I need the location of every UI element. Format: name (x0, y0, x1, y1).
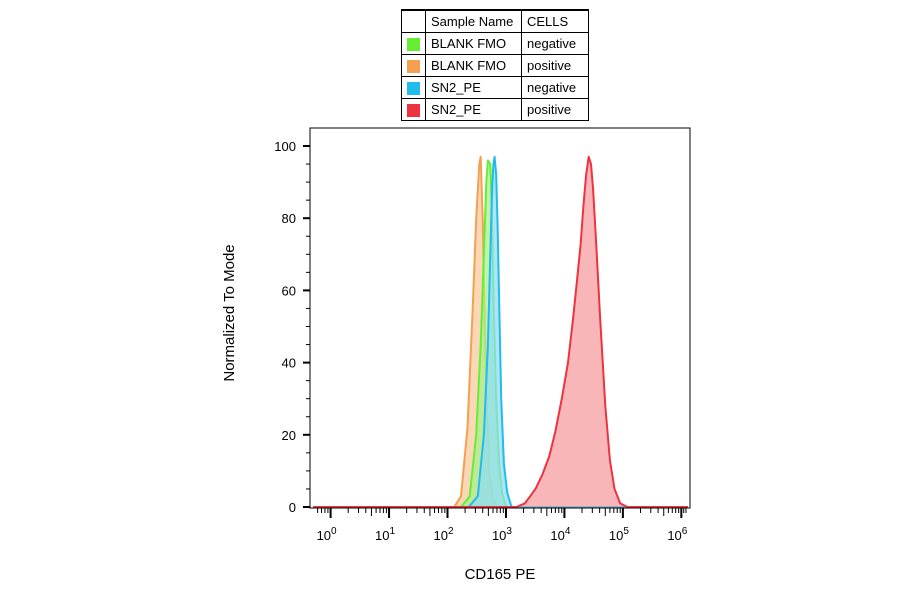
axis-layer: 0 20 40 60 80 100 100 101 102 103 104 105 106 (274, 139, 687, 543)
series-layer (313, 155, 688, 508)
legend-swatch (407, 38, 420, 52)
legend-row: BLANK FMO positive (401, 54, 589, 77)
legend-row: SN2_PE positive (401, 98, 589, 121)
y-tick-label: 100 (274, 139, 296, 154)
legend-swatch (407, 60, 420, 74)
x-tick-label: 106 (667, 526, 687, 543)
x-tick-label: 105 (609, 526, 629, 543)
y-tick-label: 20 (282, 428, 296, 443)
legend-swatch (407, 82, 420, 96)
legend-header-row: Sample Name CELLS (401, 9, 589, 33)
x-tick-label: 102 (433, 526, 453, 543)
legend-cells-value: negative (521, 32, 589, 55)
legend-cells-value: positive (521, 98, 589, 121)
x-tick-label: 104 (550, 526, 570, 543)
y-tick-label: 0 (289, 500, 296, 515)
x-tick-label: 103 (492, 526, 512, 543)
series-line-3 (313, 155, 688, 508)
y-axis-label: Normalized To Mode (221, 244, 238, 381)
legend-table: Sample Name CELLS BLANK FMO negative BLA… (401, 9, 589, 121)
y-tick-label: 60 (282, 283, 296, 298)
y-tick-label: 80 (282, 211, 296, 226)
y-tick-label: 40 (282, 356, 296, 371)
x-tick-label: 101 (375, 526, 395, 543)
legend-sample-name: SN2_PE (425, 98, 522, 121)
legend-sample-name: BLANK FMO (425, 54, 522, 77)
series-area-2 (313, 156, 688, 508)
series-area-3 (313, 156, 688, 508)
x-tick-label: 100 (317, 526, 337, 543)
legend-header-sample-name: Sample Name (425, 9, 522, 33)
legend-swatch (407, 104, 420, 118)
x-axis-label: CD165 PE (465, 566, 536, 583)
series-line-2 (313, 155, 688, 508)
legend-row: BLANK FMO negative (401, 32, 589, 55)
